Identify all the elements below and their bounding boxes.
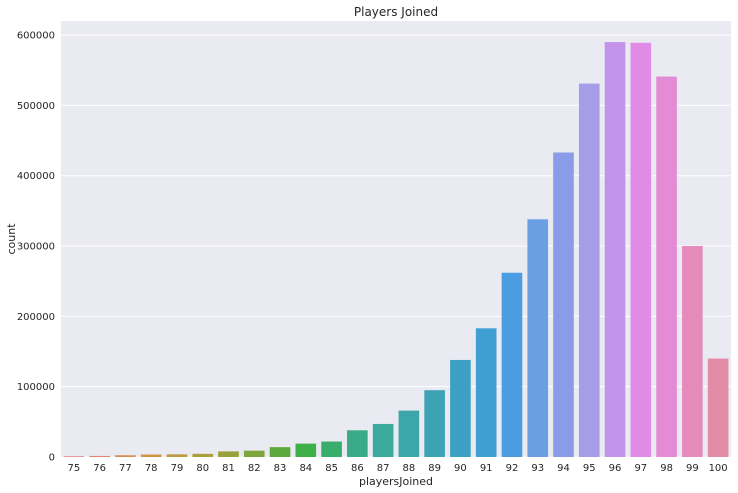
x-tick-label: 76 bbox=[93, 463, 106, 474]
bar-99 bbox=[682, 246, 703, 457]
bar-82 bbox=[243, 450, 265, 457]
bar-81 bbox=[218, 451, 239, 457]
x-tick-label: 87 bbox=[377, 463, 390, 474]
x-tick-label: 93 bbox=[531, 463, 544, 474]
chart-title: Players Joined bbox=[354, 5, 438, 19]
bar-88 bbox=[398, 410, 420, 457]
x-axis-label: playersJoined bbox=[359, 475, 433, 488]
x-tick-label: 98 bbox=[660, 463, 673, 474]
x-tick-label: 82 bbox=[248, 463, 261, 474]
bar-76 bbox=[89, 455, 110, 457]
x-tick-label: 83 bbox=[274, 463, 287, 474]
bar-93 bbox=[527, 219, 549, 457]
y-tick-labels: 0 100000 200000 300000 400000 500000 600000 bbox=[17, 31, 55, 464]
bars bbox=[63, 42, 729, 458]
bar-79 bbox=[166, 454, 188, 457]
x-tick-label: 75 bbox=[68, 463, 81, 474]
x-tick-label: 91 bbox=[480, 463, 493, 474]
x-tick-label: 95 bbox=[583, 463, 596, 474]
bar-97 bbox=[630, 42, 652, 458]
x-tick-label: 79 bbox=[171, 463, 184, 474]
x-tick-label: 94 bbox=[557, 463, 570, 474]
x-tick-label: 88 bbox=[403, 463, 416, 474]
y-tick-label: 100000 bbox=[17, 382, 55, 393]
x-tick-label: 99 bbox=[686, 463, 699, 474]
bar-92 bbox=[501, 272, 523, 457]
bar-96 bbox=[604, 42, 626, 458]
bar-91 bbox=[475, 328, 497, 457]
bar-84 bbox=[295, 443, 317, 457]
x-tick-label: 77 bbox=[119, 463, 132, 474]
x-tick-label: 90 bbox=[454, 463, 467, 474]
x-tick-label: 85 bbox=[325, 463, 338, 474]
bar-90 bbox=[450, 359, 471, 457]
y-tick-label: 200000 bbox=[17, 312, 55, 323]
bar-75 bbox=[63, 456, 85, 457]
x-tick-label: 81 bbox=[222, 463, 235, 474]
y-tick-label: 500000 bbox=[17, 101, 55, 112]
bar-87 bbox=[372, 423, 394, 457]
y-tick-label: 0 bbox=[49, 453, 55, 464]
x-tick-label: 80 bbox=[196, 463, 209, 474]
x-tick-label: 89 bbox=[428, 463, 441, 474]
bar-94 bbox=[553, 152, 574, 457]
bar-89 bbox=[424, 390, 445, 457]
bar-86 bbox=[347, 430, 368, 457]
bar-83 bbox=[269, 447, 291, 457]
bar-77 bbox=[115, 455, 136, 457]
x-tick-labels: 75 76 77 78 79 80 81 82 83 84 85 86 87 88 89 90 91 92 93 94… bbox=[68, 463, 728, 474]
x-tick-label: 96 bbox=[609, 463, 622, 474]
x-tick-label: 84 bbox=[299, 463, 312, 474]
y-tick-label: 600000 bbox=[17, 31, 55, 42]
x-tick-label: 78 bbox=[145, 463, 158, 474]
x-tick-label: 97 bbox=[634, 463, 647, 474]
x-tick-label: 86 bbox=[351, 463, 364, 474]
y-tick-label: 400000 bbox=[17, 171, 55, 182]
bar-98 bbox=[656, 76, 677, 457]
y-tick-label: 300000 bbox=[17, 242, 55, 253]
bar-78 bbox=[140, 454, 162, 457]
bar-100 bbox=[707, 358, 729, 457]
bar-85 bbox=[321, 441, 342, 457]
bar-95 bbox=[578, 83, 600, 457]
bar-80 bbox=[192, 453, 214, 457]
y-axis-label: count bbox=[5, 223, 18, 255]
x-tick-label: 92 bbox=[506, 463, 519, 474]
x-tick-label: 100 bbox=[709, 463, 728, 474]
